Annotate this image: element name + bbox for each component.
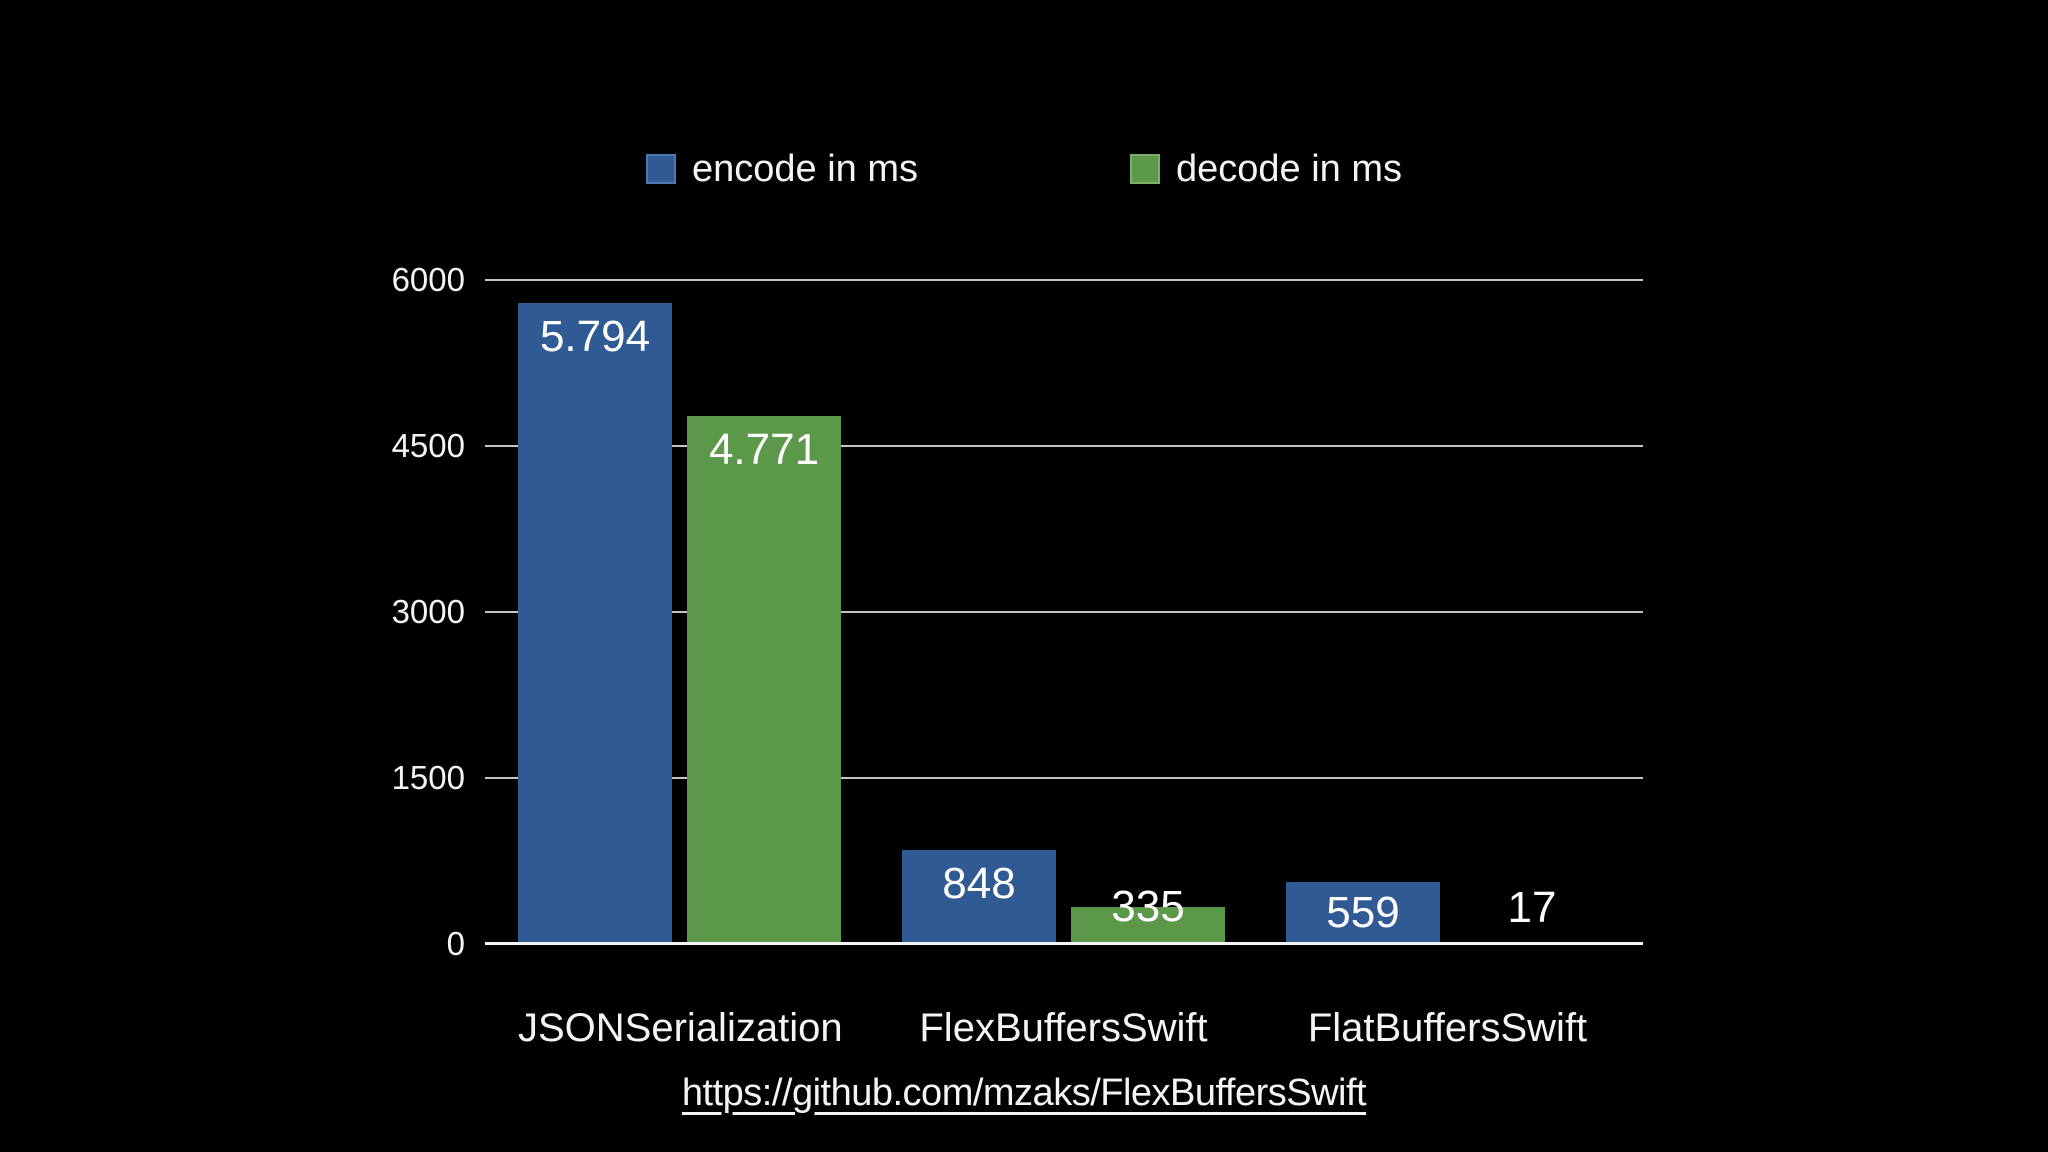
value-label-flatbuffersswift-decode: 17 [1507, 883, 1557, 932]
legend-label-encode: encode in ms [691, 148, 918, 190]
y-tick-label-3000: 3000 [391, 592, 465, 630]
footer: https://github.com/mzaks/FlexBuffersSwif… [0, 1072, 2048, 1115]
value-label-jsonserialization-decode: 4.771 [708, 425, 820, 474]
decode-color-swatch-icon [1130, 154, 1160, 184]
bar-jsonserialization-decode [687, 416, 841, 944]
y-tick-label-6000: 6000 [391, 260, 465, 298]
y-axis-tick-labels: 0 1500 3000 4500 6000 [0, 0, 465, 1152]
gridline-3000 [485, 611, 1643, 613]
value-label-flexbuffersswift-encode: 848 [942, 859, 1016, 908]
encode-color-swatch-icon [645, 154, 676, 184]
legend-item-encode: encode in ms [645, 148, 918, 190]
legend-item-decode: decode in ms [1130, 150, 1402, 188]
gridline-4500 [485, 445, 1643, 447]
bar-flexbuffersswift-encode [902, 850, 1056, 944]
category-label-flatbuffersswift: FlatBuffersSwift [1307, 1006, 1588, 1050]
x-axis-line [485, 942, 1643, 945]
value-label-flexbuffersswift-decode: 335 [1111, 882, 1185, 931]
chart-legend: encode in ms decode in ms [0, 150, 2048, 188]
value-label-flatbuffersswift-encode: 559 [1326, 888, 1400, 937]
plot-area: 5.794 4.771 JSONSerialization 848 335 FlexBuf… [485, 279, 1643, 1050]
y-tick-label-1500: 1500 [391, 758, 465, 796]
y-tick-label-0: 0 [446, 924, 465, 962]
gridline-1500 [485, 777, 1643, 779]
bar-jsonserialization-encode [518, 303, 672, 944]
value-label-jsonserialization-encode: 5.794 [539, 312, 651, 361]
category-label-jsonserialization: JSONSerialization [518, 1006, 843, 1050]
github-link[interactable]: https://github.com/mzaks/FlexBuffersSwif… [681, 1072, 1367, 1114]
gridline-6000 [485, 279, 1643, 281]
legend-label-decode: decode in ms [1176, 148, 1403, 190]
y-tick-label-4500: 4500 [391, 426, 465, 464]
category-label-flexbuffersswift: FlexBuffersSwift [919, 1006, 1208, 1050]
bar-flexbuffersswift-decode [1071, 907, 1225, 944]
bar-flatbuffersswift-encode [1286, 882, 1440, 944]
